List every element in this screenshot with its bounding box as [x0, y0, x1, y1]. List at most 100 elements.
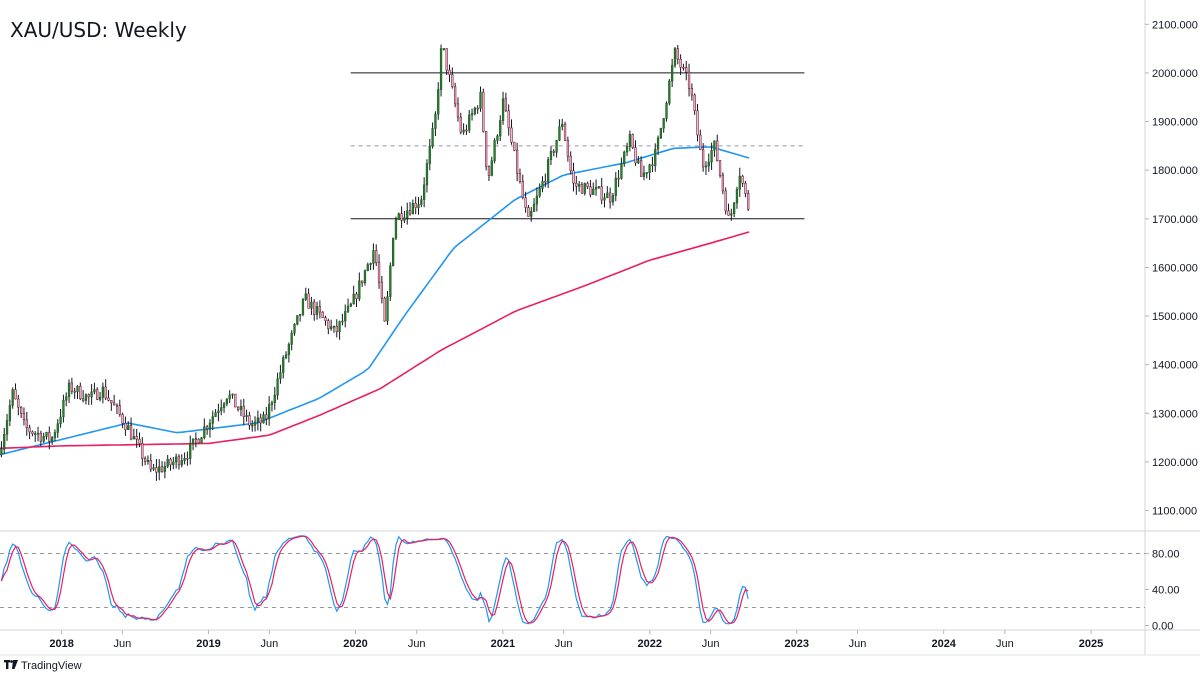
candle-body: [541, 180, 544, 189]
candle: [420, 195, 423, 208]
candle: [231, 393, 234, 399]
candle-body: [180, 460, 183, 466]
candle-body: [169, 458, 172, 466]
candle: [569, 151, 572, 175]
candle-body: [146, 460, 150, 462]
time-tick-label: Jun: [114, 638, 132, 650]
candle: [603, 193, 606, 208]
candle: [197, 438, 200, 444]
candle-body: [482, 91, 485, 132]
price-axis[interactable]: 2100.000 2000.000 1900.000 1800.000 1700.000…: [1145, 19, 1198, 633]
candle: [482, 88, 485, 133]
candle-body: [19, 406, 23, 414]
candle: [659, 127, 663, 139]
candle-body: [428, 145, 431, 164]
candle-body: [189, 443, 192, 459]
candle: [160, 461, 164, 473]
candle: [228, 390, 231, 404]
candle: [355, 291, 358, 308]
candle-body: [459, 116, 462, 133]
candle-body: [346, 305, 350, 312]
candle: [577, 180, 581, 192]
price-tick-label: 1500.000: [1152, 311, 1198, 323]
candle: [580, 181, 584, 194]
time-axis[interactable]: 2018 Jun 2019 Jun 2020 Jun 2021 Jun 2022 Jun 2023 J…: [49, 630, 1103, 650]
candle: [476, 105, 479, 114]
candle-body: [152, 467, 155, 470]
candle: [149, 453, 152, 473]
candle-body: [569, 155, 572, 171]
candle-body: [592, 188, 595, 195]
candle-body: [747, 193, 750, 210]
candle-body: [127, 425, 130, 431]
candle-body: [380, 281, 384, 299]
candle: [276, 372, 279, 400]
candle: [634, 140, 637, 166]
candle-body: [631, 134, 634, 148]
candle: [222, 401, 226, 413]
candle: [56, 419, 59, 438]
candle: [5, 413, 9, 441]
candle: [315, 301, 319, 320]
candle: [84, 393, 88, 405]
candle-body: [490, 160, 493, 176]
candle: [242, 398, 245, 426]
tradingview-logo-icon: [4, 660, 18, 672]
tradingview-brand[interactable]: TradingView: [4, 660, 82, 672]
candle-body: [225, 398, 229, 405]
candle-body: [62, 399, 65, 418]
candle-body: [628, 134, 632, 147]
candle-body: [93, 389, 96, 393]
candle-body: [81, 398, 85, 401]
candle: [614, 172, 617, 202]
candle-body: [453, 86, 457, 105]
candle: [637, 155, 640, 165]
candle-body: [282, 357, 285, 373]
candle-body: [107, 397, 110, 401]
candle: [422, 177, 426, 208]
candle-body: [36, 432, 40, 435]
candle-body: [59, 416, 62, 425]
candle: [208, 419, 212, 438]
candle: [693, 93, 696, 115]
candle-body: [487, 165, 491, 176]
candle: [239, 399, 243, 417]
candle: [735, 186, 739, 209]
candle-body: [468, 114, 471, 131]
candle: [380, 275, 384, 304]
candle: [327, 318, 330, 335]
price-tick-label: 2000.000: [1152, 68, 1198, 80]
candle: [313, 299, 316, 321]
candle: [600, 177, 603, 205]
candle: [50, 436, 54, 445]
candle: [189, 435, 192, 465]
candle: [620, 157, 623, 180]
candle-body: [563, 123, 567, 141]
candle: [352, 285, 355, 305]
candle-body: [87, 394, 90, 398]
candle-body: [217, 410, 220, 414]
candle-body: [262, 414, 265, 424]
candle: [158, 459, 161, 481]
candle-body: [214, 412, 217, 417]
candle-body: [265, 414, 268, 420]
candle-body: [394, 219, 398, 239]
candle: [203, 418, 206, 440]
candle: [211, 410, 214, 430]
candle: [721, 172, 725, 195]
candle: [445, 48, 448, 76]
candle: [28, 424, 31, 440]
candle-body: [67, 382, 71, 398]
candle: [14, 383, 17, 400]
candle-body: [614, 177, 617, 196]
candle-body: [50, 437, 54, 442]
candle: [25, 411, 28, 436]
candle: [45, 431, 48, 440]
candle: [425, 159, 429, 193]
price-tick-label: 1200.000: [1152, 457, 1198, 469]
candle-body: [256, 417, 260, 423]
candle: [541, 176, 544, 193]
candle-body: [470, 113, 474, 116]
